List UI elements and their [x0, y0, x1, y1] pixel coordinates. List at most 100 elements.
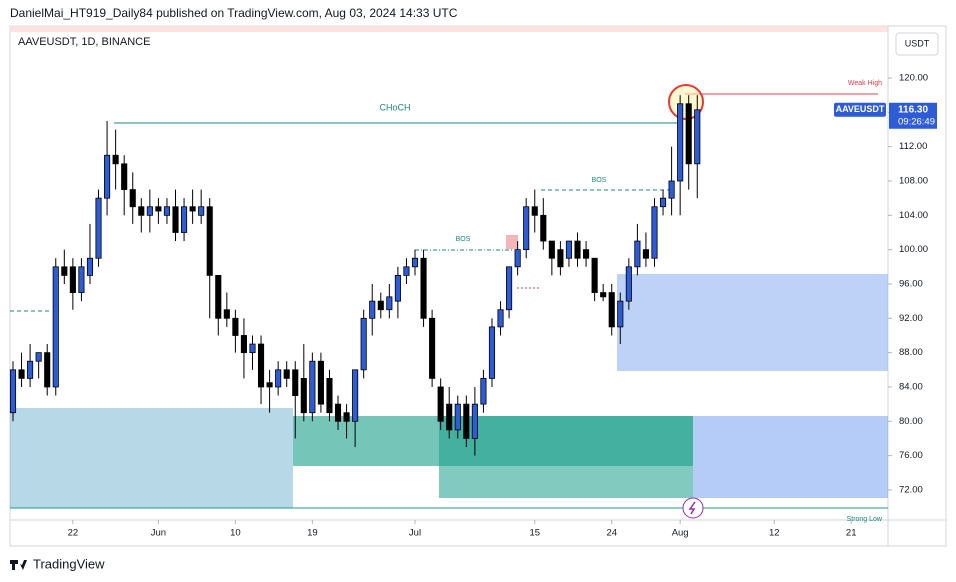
candle-body — [523, 206, 530, 251]
x-tick-label: 12 — [769, 528, 780, 539]
candle-body — [27, 360, 34, 379]
candle-body — [172, 206, 179, 233]
x-tick-label: 24 — [606, 528, 617, 539]
candle-body — [334, 403, 342, 422]
candle-body — [360, 317, 367, 371]
candle-body — [215, 274, 222, 319]
candle-body — [659, 197, 667, 208]
candle-body — [52, 266, 59, 388]
candle-body — [463, 403, 470, 439]
candle-body — [574, 240, 581, 259]
candle-body — [249, 343, 256, 354]
candle-body — [163, 206, 171, 216]
x-tick-label: 19 — [307, 528, 318, 539]
y-tick-label: 120.00 — [899, 73, 928, 84]
candle-body — [206, 206, 213, 276]
currency-label: USDT — [905, 38, 930, 48]
candle-body — [625, 266, 632, 302]
y-tick-label: 108.00 — [899, 176, 928, 187]
candle-body — [35, 352, 42, 362]
candle-body — [155, 206, 162, 212]
candle-body — [565, 240, 573, 259]
x-tick-label: Jul — [409, 528, 421, 539]
candle-body — [437, 386, 444, 422]
candle-body — [386, 296, 393, 311]
y-tick-label: 100.00 — [899, 244, 928, 255]
candle-body — [146, 206, 153, 216]
candle-body — [121, 163, 128, 190]
event-icon[interactable] — [682, 497, 704, 519]
currency-button[interactable] — [895, 32, 939, 56]
candle-body — [112, 154, 119, 165]
candle-body — [685, 103, 692, 165]
footer: TradingView — [33, 556, 105, 571]
header: DanielMai_HT919_Daily84 published on Tra… — [10, 6, 458, 20]
candle-body — [198, 206, 205, 216]
y-tick-label: 104.00 — [899, 210, 928, 221]
price-tag-label: 116.30 — [898, 104, 928, 115]
order-block — [506, 235, 518, 249]
candle-body — [309, 360, 316, 414]
candle-body — [266, 382, 273, 388]
event-bolt — [688, 501, 696, 515]
candle-body — [488, 326, 496, 379]
candle-body — [557, 249, 564, 268]
candle-body — [78, 266, 85, 293]
candle-body — [471, 403, 478, 439]
demand-zone — [693, 416, 888, 498]
x-tick-label: Jun — [151, 528, 166, 539]
y-tick-label: 80.00 — [899, 416, 923, 427]
candle-body — [591, 257, 598, 293]
candle-body — [44, 352, 51, 388]
candle-body — [223, 309, 230, 319]
candle-body — [506, 266, 513, 311]
candle-body — [317, 360, 324, 405]
candle-body — [275, 369, 282, 388]
y-tick-label: 92.00 — [899, 313, 923, 324]
logo: TradingView — [10, 556, 105, 571]
candle-body — [61, 266, 68, 276]
candle-body — [9, 369, 17, 414]
candle-body — [514, 249, 521, 268]
countdown: 09:26:49 — [898, 116, 935, 127]
y-tick-label: 84.00 — [899, 381, 923, 392]
y-tick-label: 96.00 — [899, 278, 923, 289]
x-tick-label: 10 — [230, 528, 241, 539]
weak-high-label: Weak High — [848, 80, 882, 87]
candle-body — [429, 317, 436, 379]
candle-body — [642, 249, 649, 259]
candle-body — [292, 369, 299, 396]
y-tick-label: 76.00 — [899, 450, 923, 461]
candle-body — [95, 197, 102, 259]
candle-body — [240, 335, 247, 354]
candle-body — [232, 317, 239, 336]
x-tick-label: Aug — [672, 528, 689, 539]
candle-body — [608, 292, 615, 328]
candle-body — [454, 403, 461, 431]
candle-body — [138, 206, 145, 216]
candle-body — [531, 206, 538, 216]
candle-body — [548, 240, 555, 259]
supply-zone — [617, 274, 888, 371]
candle-body — [18, 369, 25, 379]
candle-body — [189, 206, 196, 212]
price-tag — [889, 102, 937, 129]
candle-body — [352, 369, 359, 422]
candle-body — [181, 206, 188, 233]
candle-body — [69, 266, 76, 293]
candle-body — [394, 274, 401, 302]
candle-body — [257, 343, 265, 388]
x-tick-label: 15 — [529, 528, 540, 539]
symbol-tag-label: AAVEUSDT — [836, 104, 885, 114]
candle-body — [617, 300, 624, 328]
candle-body — [677, 103, 684, 182]
candle-body — [411, 257, 419, 268]
candle-body — [651, 206, 658, 259]
candle-body — [104, 154, 111, 199]
top-band — [10, 26, 888, 32]
bos-label: BOS — [456, 236, 471, 243]
logo-icon — [10, 560, 27, 570]
candle-body — [283, 369, 290, 379]
